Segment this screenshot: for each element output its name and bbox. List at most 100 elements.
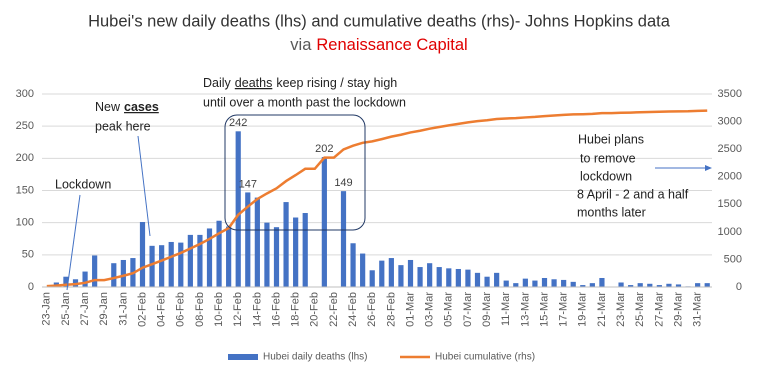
arrow: [66, 194, 81, 291]
bar: [149, 245, 155, 287]
bar: [599, 277, 605, 287]
x-tick-label: 01-Mar: [404, 292, 416, 327]
bar: [159, 245, 165, 287]
annotations: Lockdown New cases peak here Daily deaths k…: [55, 76, 712, 291]
x-tick-label: 21-Mar: [596, 292, 608, 327]
bar: [398, 265, 404, 287]
x-tick-label: 27-Jan: [79, 292, 91, 326]
arrow-head: [705, 165, 712, 171]
subtitle-highlight: Renaissance Capital: [316, 36, 467, 54]
x-tick-label: 11-Mar: [500, 292, 512, 326]
bar: [628, 285, 634, 287]
y2-tick-label: 1500: [718, 198, 742, 210]
data-label: 202: [315, 143, 333, 155]
x-tick-label: 05-Mar: [443, 292, 455, 327]
bar: [675, 284, 682, 287]
bar: [379, 260, 385, 287]
x-tick-label: 23-Jan: [41, 292, 53, 326]
bar: [254, 197, 260, 287]
x-tick-label: 23-Mar: [615, 292, 627, 327]
y2-tick-label: 1000: [718, 226, 742, 238]
x-tick-label: 08-Feb: [194, 292, 206, 327]
bar: [695, 283, 701, 287]
y2-tick-label: 0: [736, 281, 742, 293]
y-tick-label: 0: [28, 281, 34, 293]
bar: [656, 285, 662, 287]
bar: [666, 283, 672, 287]
bar: [513, 283, 519, 287]
x-tick-label: 09-Mar: [481, 292, 493, 327]
bar: [589, 283, 595, 287]
annotation-emphasis: deaths: [235, 76, 273, 90]
bar: [139, 222, 146, 287]
annotation: lockdown: [580, 169, 632, 183]
x-tick-label: 24-Feb: [347, 292, 359, 327]
x-tick-label: 17-Mar: [558, 292, 570, 327]
y2-tick-label: 2000: [718, 171, 742, 183]
x-tick-label: 25-Mar: [634, 292, 646, 327]
annotation: Lockdown: [55, 177, 111, 191]
bar: [580, 285, 586, 287]
x-tick-label: 19-Mar: [577, 292, 589, 327]
bar: [120, 259, 126, 287]
x-tick-label: 06-Feb: [175, 292, 187, 327]
y2-tick-label: 2500: [718, 143, 742, 155]
chart-subtitle: via Renaissance Capital: [290, 36, 467, 54]
annotation-part: Daily: [203, 76, 232, 90]
annotation-part: keep rising / stay high: [276, 76, 397, 90]
data-label: 242: [229, 117, 247, 129]
annotation: months later: [577, 205, 646, 219]
x-tick-label: 04-Feb: [156, 292, 168, 327]
line-series: [46, 109, 708, 288]
bar: [436, 267, 442, 287]
y-tick-label: 50: [22, 249, 34, 261]
bar: [503, 280, 509, 287]
x-tick-label: 25-Jan: [60, 292, 72, 326]
y-tick-label: 100: [16, 217, 34, 229]
bar: [302, 213, 308, 287]
legend-label: Hubei daily deaths (lhs): [263, 352, 368, 363]
x-tick-label: 29-Jan: [98, 292, 110, 326]
bar: [360, 253, 366, 287]
bar: [704, 283, 710, 287]
bar: [455, 268, 461, 287]
bar: [111, 263, 117, 287]
bar: [551, 279, 557, 287]
annotation: to remove: [580, 151, 636, 165]
bar: [216, 220, 222, 287]
y-tick-label: 250: [16, 120, 34, 132]
bar: [350, 243, 356, 287]
bar: [618, 282, 624, 287]
y-tick-label: 150: [16, 184, 34, 196]
bar: [283, 202, 289, 287]
bar: [407, 259, 414, 287]
bar: [522, 278, 528, 287]
annotation: Hubei plans: [578, 132, 644, 146]
bar: [82, 271, 88, 287]
chart-title: Hubei's new daily deaths (lhs) and cumul…: [88, 12, 671, 30]
bar: [63, 276, 69, 287]
x-tick-label: 10-Feb: [213, 292, 225, 327]
x-tick-label: 02-Feb: [136, 292, 148, 327]
legend-swatch: [228, 354, 258, 360]
bar: [245, 192, 251, 287]
subtitle: via: [290, 36, 312, 54]
x-tick-label: 20-Feb: [309, 292, 321, 327]
x-tick-label: 31-Jan: [117, 292, 129, 326]
annotation: Daily deaths keep rising / stay high: [203, 76, 397, 90]
y-tick-label: 200: [16, 152, 34, 164]
bar: [541, 277, 548, 287]
x-tick-label: 07-Mar: [462, 292, 474, 327]
y2-tick-label: 3500: [718, 88, 742, 100]
bar: [178, 242, 184, 287]
bar: [532, 280, 538, 287]
bar: [321, 157, 327, 287]
x-tick-label: 27-Mar: [653, 292, 665, 327]
bar: [647, 283, 653, 287]
bar: [197, 234, 203, 287]
bar: [570, 281, 576, 287]
bar: [417, 267, 423, 287]
annotation-emphasis: cases: [124, 100, 159, 114]
bar: [427, 263, 433, 287]
